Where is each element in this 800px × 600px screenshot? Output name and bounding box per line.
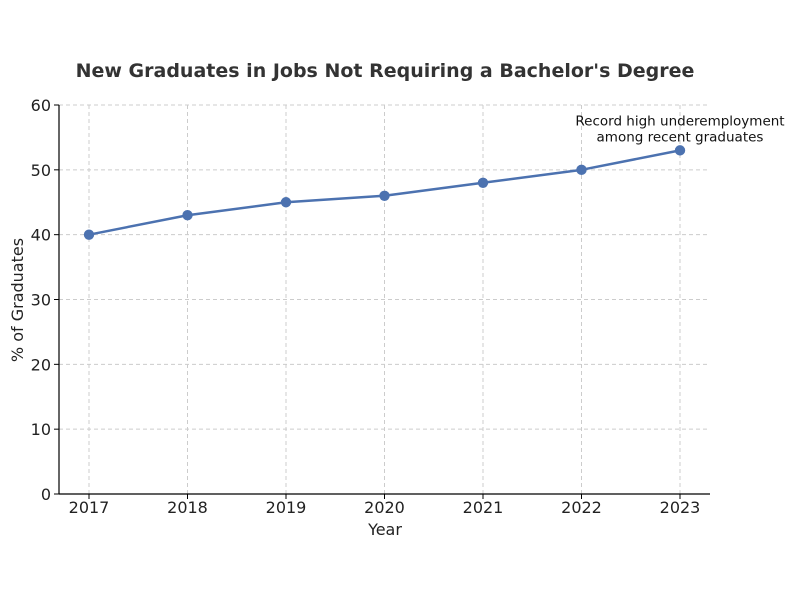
x-tick-label: 2017 (69, 498, 110, 517)
data-point (280, 197, 292, 208)
x-axis-label: Year (367, 520, 402, 539)
y-axis-label: % of Graduates (8, 238, 27, 362)
series-layer (83, 145, 686, 240)
y-tick-label: 0 (41, 485, 51, 504)
x-tick-label: 2021 (463, 498, 504, 517)
x-tick-label: 2019 (266, 498, 307, 517)
data-point (674, 145, 686, 156)
data-point (576, 164, 587, 176)
annotation-text: among recent graduates (597, 129, 764, 145)
data-point (477, 177, 489, 188)
x-tick-label: 2020 (364, 498, 405, 517)
data-point (83, 229, 95, 240)
data-point (379, 190, 390, 201)
y-tick-label: 10 (31, 420, 51, 439)
x-tick-label: 2022 (561, 498, 602, 517)
x-tick-label: 2023 (660, 498, 701, 517)
y-tick-label: 20 (31, 355, 51, 374)
x-tick-label: 2018 (167, 498, 208, 517)
data-point (182, 210, 193, 221)
annotation-text: Record high underemployment (575, 113, 784, 129)
ticks-layer: 0 10 20 30 40 50 60 2017 2018 2019 2020 2021 2022 202… (31, 96, 701, 517)
grid-layer (59, 104, 710, 495)
y-tick-label: 50 (31, 161, 51, 180)
chart-title: New Graduates in Jobs Not Requiring a Ba… (76, 60, 695, 82)
y-tick-label: 40 (31, 226, 51, 245)
y-tick-label: 30 (31, 291, 51, 310)
y-tick-label: 60 (31, 96, 51, 115)
